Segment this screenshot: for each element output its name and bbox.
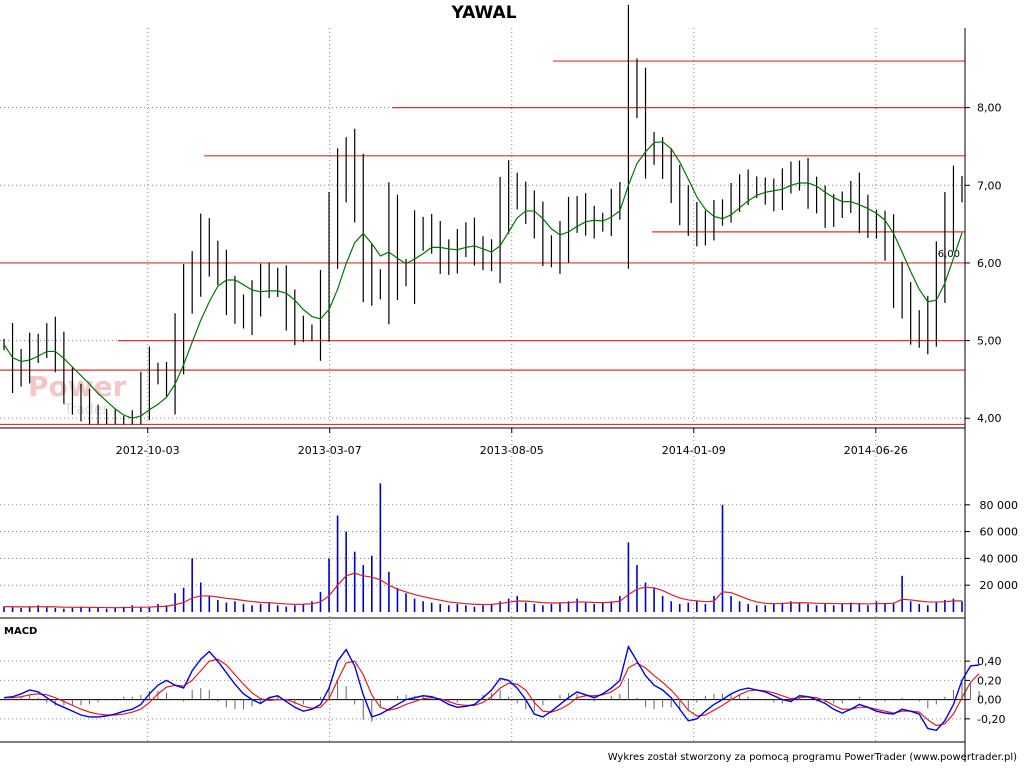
- price-tick-label: 8,00: [977, 102, 1002, 115]
- volume-average-line: [3, 572, 963, 609]
- x-tick-label: 2014-01-09: [662, 444, 726, 457]
- macd-panel-title: MACD: [4, 626, 37, 637]
- macd-tick-label: 0,00: [977, 694, 1002, 707]
- watermark-line2: Trader: [63, 402, 108, 418]
- axis-labels: 2012-10-03 2013-03-07 2013-08-05 2014-01-09…: [116, 102, 1018, 726]
- macd-panel-plot: [0, 644, 980, 732]
- macd-tick-label: 0,40: [977, 655, 1002, 668]
- price-bars: [3, 4, 963, 425]
- footer-credit: Wykres został stworzony za pomocą progra…: [608, 752, 1017, 763]
- price-moving-average: [3, 141, 963, 419]
- volume-tick-label: 20 000: [980, 579, 1019, 592]
- powertrader-watermark: Power Trader: [28, 370, 127, 418]
- price-tick-label: 6,00: [977, 257, 1002, 270]
- volume-tick-label: 60 000: [980, 526, 1019, 539]
- macd-tick-label: -0,20: [977, 713, 1005, 726]
- signal-line: [4, 658, 980, 727]
- macd-line: [3, 644, 980, 732]
- chart-title: YAWAL: [450, 3, 516, 23]
- volume-bars: [3, 483, 963, 612]
- x-tick-label: 2012-10-03: [116, 444, 180, 457]
- volume-tick-label: 40 000: [980, 552, 1019, 565]
- x-tick-label: 2014-06-26: [844, 444, 908, 457]
- price-tick-label: 4,00: [977, 412, 1002, 425]
- watermark-line1: Power: [28, 370, 127, 403]
- price-tick-label: 5,00: [977, 335, 1002, 348]
- highlighted-level-label: 6,00: [938, 249, 960, 260]
- price-tick-label: 7,00: [977, 179, 1002, 192]
- volume-tick-label: 80 000: [980, 499, 1019, 512]
- x-tick-label: 2013-03-07: [298, 444, 362, 457]
- macd-tick-label: 0,20: [977, 674, 1002, 687]
- x-tick-label: 2013-08-05: [480, 444, 544, 457]
- moving-average-line: [3, 141, 963, 419]
